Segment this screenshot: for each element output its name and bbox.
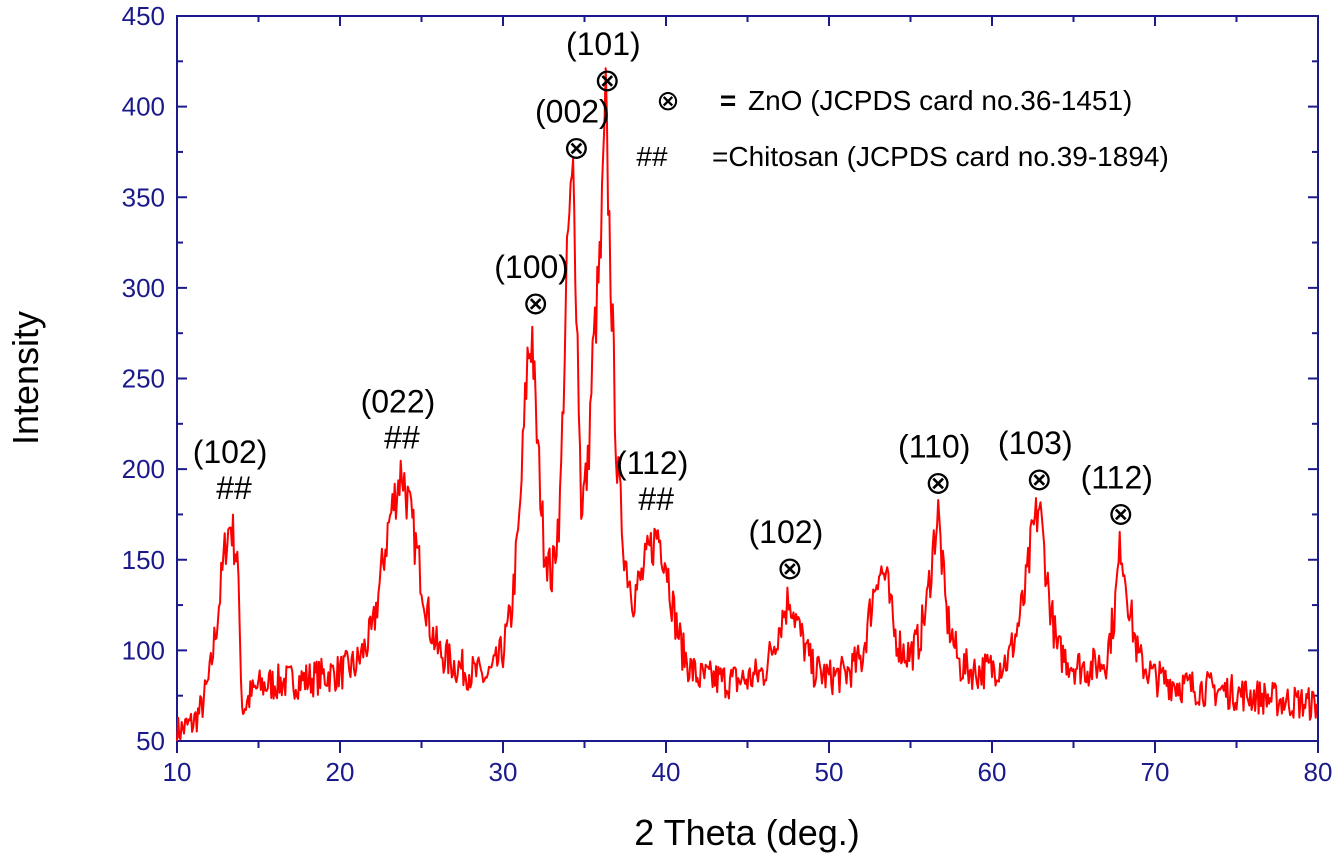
y-tick-label: 350 [122,182,165,212]
peak-marker: ⊗ [594,62,621,98]
peak-label: ##(022) [361,383,436,455]
y-tick-label: 300 [122,273,165,303]
peak-marker: ⊗ [1107,495,1134,531]
legend: ⊗ = ZnO (JCPDS card no.36-1451) ## =Chitosan… [636,85,1168,172]
y-tick-label: 50 [136,726,165,756]
x-axis-ticks: 10 20 30 40 50 60 70 80 [163,16,1333,787]
peak-hkl-label: (112) [616,445,688,481]
x-axis-title: 2 Theta (deg.) [634,812,859,853]
y-tick-label: 450 [122,1,165,31]
x-tick-label: 80 [1304,757,1333,787]
peak-label: ##(112) [616,445,688,517]
legend-symbol-zno: ⊗ [656,85,679,116]
y-tick-label: 250 [122,364,165,394]
x-tick-label: 10 [163,757,192,787]
y-axis-ticks: 50 100 150 200 250 300 350 400 450 [122,1,1318,756]
peak-marker: ## [384,419,420,455]
peak-hkl-label: (102) [193,434,268,470]
peak-hkl-label: (100) [494,249,569,285]
peak-label: ⊗(103) [998,425,1073,497]
legend-text-zno: ZnO (JCPDS card no.36-1451) [748,85,1132,116]
x-tick-label: 30 [489,757,518,787]
plot-frame [176,15,1319,742]
peak-marker: ⊗ [563,129,590,165]
peak-marker: ## [216,470,252,506]
y-tick-label: 150 [122,545,165,575]
x-tick-label: 40 [652,757,681,787]
x-tick-label: 70 [1141,757,1170,787]
peak-hkl-label: (112) [1081,459,1153,495]
peak-marker: ⊗ [522,285,549,321]
peak-hkl-label: (022) [361,383,436,419]
peak-hkl-label: (002) [535,93,610,129]
peak-marker: ⊗ [776,550,803,586]
y-tick-label: 200 [122,454,165,484]
legend-equals: = [720,85,736,116]
peak-labels: ##(102) ##(022)⊗(100)⊗(002)⊗(101)##(112)⊗… [193,26,1153,586]
peak-hkl-label: (110) [898,429,970,465]
peak-hkl-label: (101) [566,26,641,62]
x-tick-label: 20 [326,757,355,787]
xrd-series-line [176,67,1319,742]
peak-label: ⊗(112) [1081,459,1153,531]
peak-label: ⊗(101) [566,26,641,98]
peak-label: ⊗(110) [898,429,970,501]
y-axis-title: Intensity [5,311,46,445]
peak-marker: ⊗ [925,465,952,501]
peak-label: ##(102) [193,434,268,506]
peak-hkl-label: (103) [998,425,1073,461]
peak-marker: ⊗ [1026,461,1053,497]
peak-marker: ## [638,481,674,517]
peak-label: ⊗(002) [535,93,610,165]
x-tick-label: 50 [815,757,844,787]
y-tick-label: 400 [122,92,165,122]
peak-label: ⊗(102) [749,514,824,586]
peak-label: ⊗(100) [494,249,569,321]
legend-text-chitosan: =Chitosan (JCPDS card no.39-1894) [712,141,1169,172]
peak-hkl-label: (102) [749,514,824,550]
y-tick-label: 100 [122,635,165,665]
legend-symbol-chitosan: ## [636,141,668,172]
x-tick-label: 60 [978,757,1007,787]
